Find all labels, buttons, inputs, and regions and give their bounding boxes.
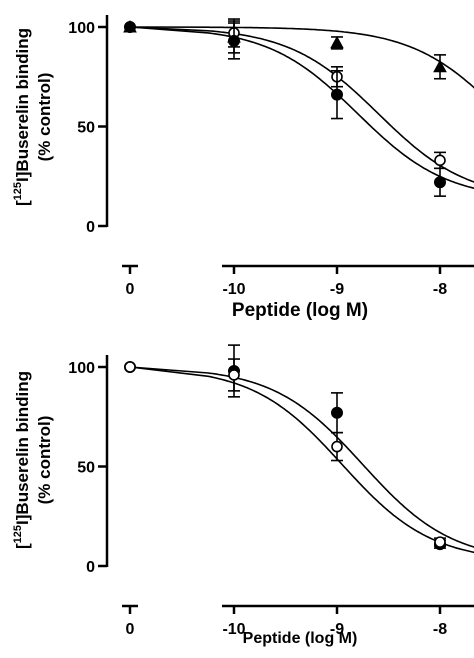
fit-curve-triangle bbox=[129, 26, 474, 89]
fit-curve-filled-circle bbox=[129, 366, 474, 548]
y-tick-label: 0 bbox=[86, 559, 95, 576]
y-tick-label: 100 bbox=[68, 360, 95, 377]
data-point-filled-circle bbox=[331, 88, 343, 101]
x-axis-title: Peptide (log M) bbox=[232, 300, 368, 321]
data-point-triangle bbox=[433, 59, 447, 73]
y-axis-title-line2: (% control) bbox=[35, 73, 54, 162]
x-axis-title: Peptide (log M) bbox=[243, 630, 358, 647]
fit-curve-filled-circle bbox=[129, 26, 474, 190]
data-point-filled-circle bbox=[124, 21, 136, 33]
data-point-open-circle bbox=[124, 361, 136, 373]
fit-curve-open-circle bbox=[129, 366, 474, 554]
x-tick-label: -10 bbox=[222, 621, 245, 638]
data-point-filled-circle bbox=[331, 406, 343, 419]
x-tick-label: -9 bbox=[330, 281, 344, 298]
data-point-filled-circle bbox=[434, 176, 446, 189]
y-tick-label: 50 bbox=[77, 460, 95, 477]
data-point-filled-circle bbox=[228, 34, 240, 47]
y-tick-label: 100 bbox=[68, 20, 95, 37]
x-tick-label: -8 bbox=[433, 621, 447, 638]
y-tick-label: 0 bbox=[86, 219, 95, 236]
data-point-open-circle bbox=[434, 536, 446, 548]
x-tick-label: 0 bbox=[126, 621, 135, 638]
x-tick-label: -9 bbox=[330, 621, 344, 638]
y-tick-label: 50 bbox=[77, 120, 95, 137]
data-point-open-circle bbox=[228, 369, 240, 381]
y-axis-title-line1: [125I]Buserelin binding bbox=[12, 28, 32, 206]
data-point-open-circle bbox=[331, 440, 343, 453]
x-tick-label: -10 bbox=[222, 281, 245, 298]
data-point-open-circle bbox=[434, 154, 446, 167]
y-axis-title-line1: [125I]Buserelin binding bbox=[12, 371, 32, 549]
y-axis-title: [125I]Buserelin binding (% control) bbox=[12, 371, 54, 549]
y-axis-title-line2: (% control) bbox=[35, 416, 54, 505]
data-point-triangle bbox=[330, 35, 344, 49]
x-tick-label: 0 bbox=[126, 281, 135, 298]
y-axis-title: [125I]Buserelin binding (% control) bbox=[12, 28, 54, 206]
x-tick-label: -8 bbox=[433, 281, 447, 298]
fit-curve-open-circle bbox=[129, 26, 474, 183]
